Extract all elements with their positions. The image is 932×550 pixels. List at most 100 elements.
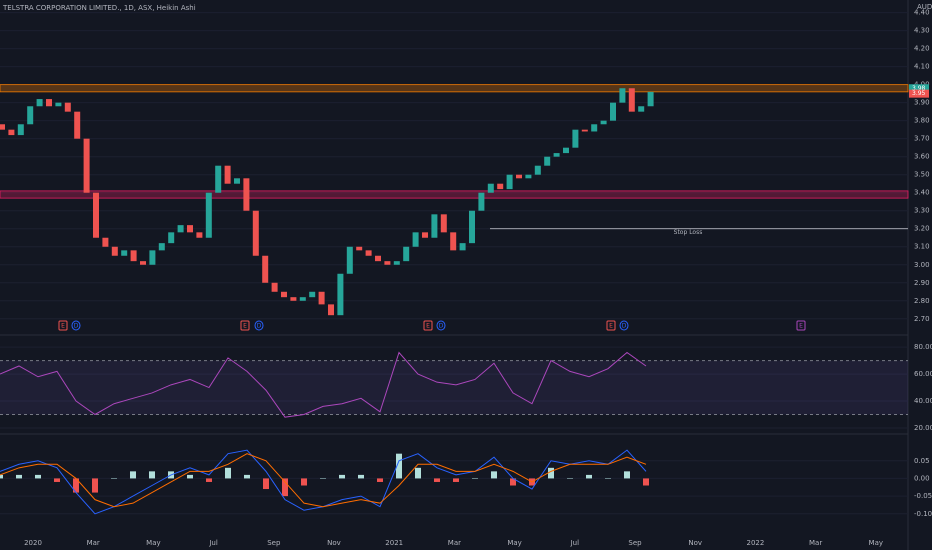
candle [224, 165, 231, 184]
candle [121, 250, 128, 256]
event-icon [254, 320, 264, 331]
rsi-line [0, 351, 647, 418]
candle [0, 124, 5, 130]
candle [478, 192, 485, 211]
x-tick-label: Jul [208, 539, 218, 547]
x-tick-label: Jul [570, 539, 580, 547]
candle [600, 120, 607, 125]
candle [356, 246, 363, 251]
histogram-bar [0, 474, 3, 479]
histogram-bar [434, 478, 440, 482]
event-icon [71, 320, 81, 331]
x-tick-label: May [869, 539, 883, 547]
histogram-bar [206, 478, 212, 482]
candle [187, 225, 193, 233]
candle [215, 165, 222, 193]
y-tick-label: 3.50 [914, 171, 930, 179]
histogram-bar [491, 471, 497, 479]
candle [149, 250, 156, 265]
y-tick-label: 0.05 [914, 457, 930, 465]
histogram-bar [548, 467, 554, 479]
event-label: E [799, 323, 803, 330]
histogram-bar [149, 471, 155, 479]
event-label: E [61, 323, 65, 330]
candle [506, 174, 513, 190]
event-label: D [257, 323, 262, 330]
candle [102, 237, 109, 247]
candle [553, 153, 560, 157]
candle [431, 214, 438, 238]
event-icon [619, 320, 629, 331]
candle [140, 261, 146, 265]
candle [130, 250, 137, 262]
rsi-band [0, 360, 908, 415]
candle [36, 99, 43, 107]
y-tick-label: 4.20 [914, 45, 930, 53]
candle [111, 246, 118, 256]
y-tick-label: 3.60 [914, 153, 930, 161]
y-tick-label: -0.05 [914, 492, 932, 500]
stop-loss-label: Stop Loss [674, 229, 703, 236]
y-tick-label: 60.00 [914, 370, 932, 378]
candle [403, 246, 410, 262]
candle [459, 243, 466, 251]
histogram-bar [472, 478, 478, 479]
x-tick-label: May [146, 539, 160, 547]
candle [591, 124, 598, 132]
histogram-bar [35, 474, 41, 479]
y-tick-label: 80.00 [914, 343, 932, 351]
x-tick-label: Mar [448, 539, 461, 547]
candle [440, 214, 447, 233]
y-tick-label: 4.30 [914, 27, 930, 35]
candle [525, 174, 532, 179]
price-marker [909, 89, 929, 98]
event-label: D [74, 323, 79, 330]
candle [563, 147, 569, 154]
histogram-bar [225, 467, 231, 479]
candle [205, 192, 212, 238]
unit-label: AUD [917, 3, 932, 11]
candle [516, 174, 522, 179]
x-tick-label: May [507, 539, 521, 547]
candle [243, 178, 250, 211]
histogram-bar [453, 478, 459, 482]
candle [262, 255, 269, 283]
y-tick-label: 3.30 [914, 207, 930, 215]
y-tick-label: 0.00 [914, 474, 930, 482]
event-icon [58, 320, 68, 331]
y-tick-label: 20.00 [914, 424, 932, 432]
x-tick-label: Mar [87, 539, 100, 547]
candle [27, 106, 34, 125]
histogram-bar [73, 478, 79, 493]
histogram-bar [92, 478, 98, 493]
histogram-bar [567, 478, 573, 479]
candle [375, 255, 381, 262]
candle [299, 297, 306, 301]
y-tick-label: 2.70 [914, 315, 930, 323]
zone [0, 190, 909, 199]
histogram-bar [643, 478, 649, 486]
histogram-bar [320, 478, 326, 479]
y-tick-label: -0.10 [914, 510, 932, 518]
candle [638, 106, 645, 112]
candle [581, 129, 588, 132]
candle [55, 102, 62, 107]
candle [365, 250, 372, 256]
candle [412, 232, 419, 247]
histogram-bar [415, 467, 421, 479]
zone [0, 84, 909, 93]
histogram-bar [605, 478, 611, 479]
x-tick-label: Mar [809, 539, 822, 547]
histogram-bar [377, 478, 383, 482]
histogram-bar [586, 474, 592, 479]
x-tick-label: 2021 [385, 539, 403, 547]
event-icon [423, 320, 433, 331]
candle [487, 183, 494, 193]
y-tick-label: 40.00 [914, 397, 932, 405]
event-icon [436, 320, 446, 331]
x-tick-label: Sep [267, 539, 281, 547]
price-marker-label: 3.98 [912, 85, 926, 92]
candle [422, 232, 428, 238]
price-marker-label: 3.95 [912, 90, 926, 97]
